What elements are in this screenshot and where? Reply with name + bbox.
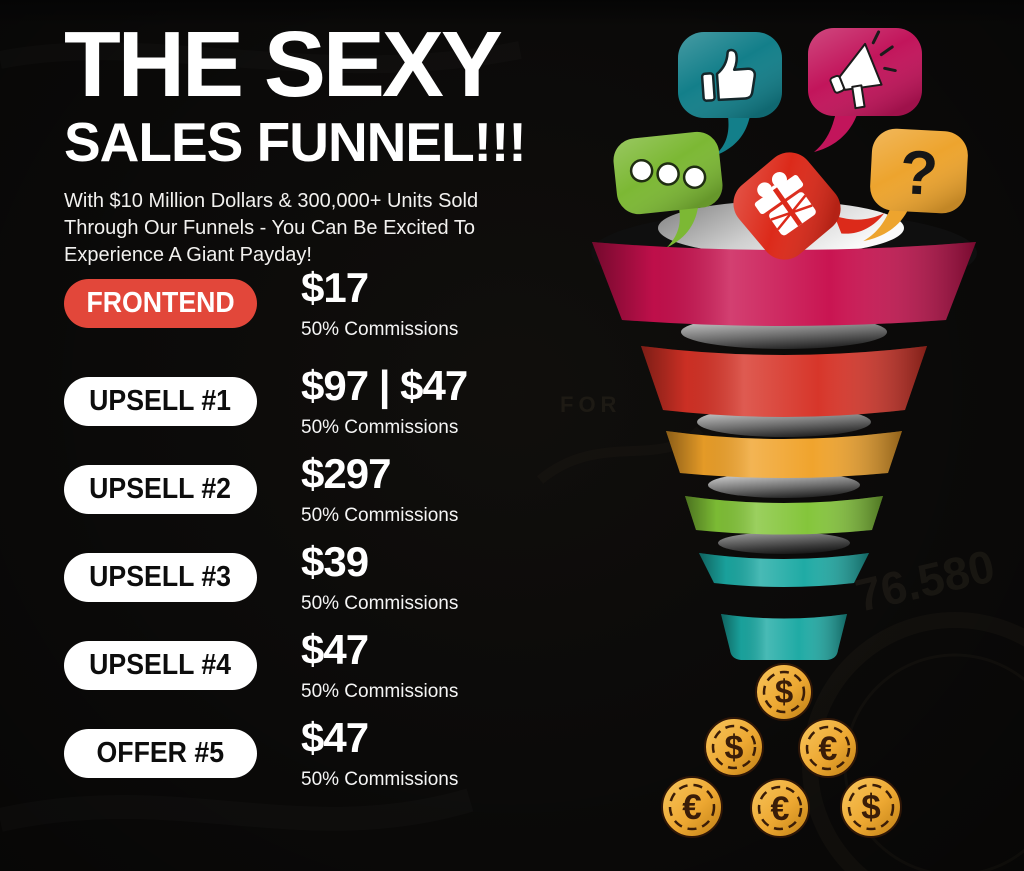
subtitle-line1: With $10 Million Dollars & 300,000+ Unit… [64,190,479,212]
offer-pill-label: FRONTEND [86,287,235,319]
coin: € [661,776,723,838]
offer-price-block: $47 50% Commissions [301,717,458,791]
bubble-question: ? [863,128,968,242]
funnel-gap-4 [718,532,850,554]
coin: € [750,778,810,838]
coin: $ [704,717,764,777]
offer-pill: OFFER #5 [64,729,257,778]
funnel-gap-3 [708,472,860,498]
page-title-line1: THE SEXY [64,12,503,116]
page-title-line2: SALES FUNNEL!!! [64,111,527,173]
offer-price: $47 [301,714,369,761]
offer-pill-label: OFFER #5 [96,737,225,769]
coin: € [798,718,858,778]
svg-text:$: $ [861,788,880,827]
offer-pill-label: UPSELL #1 [89,385,232,417]
bubble-thumbs-up [678,32,782,156]
offer-price-block: $17 50% Commissions [301,267,458,341]
svg-text:€: € [771,790,790,828]
funnel-svg: ? $ $ € € [591,28,977,838]
svg-text:€: € [682,788,701,827]
offer-price-block: $97 | $47 50% Commissions [301,362,468,439]
offer-price: $47 [301,626,369,673]
offer-pill: UPSELL #3 [64,553,257,602]
subtitle-line3: Experience A Giant Payday! [64,244,312,266]
offer-row: FRONTEND $17 50% Commissions [64,267,467,340]
offer-price: $39 [301,538,369,585]
offer-price-block: $39 50% Commissions [301,541,458,615]
bubble-gift [733,152,885,260]
svg-text:€: € [819,730,838,768]
offer-pill: UPSELL #4 [64,641,257,690]
offer-row: UPSELL #4 $47 50% Commissions [64,629,467,702]
offer-price-block: $297 50% Commissions [301,453,458,527]
svg-text:$: $ [725,729,744,767]
sales-funnel-illustration: ? $ $ € € [575,10,1024,865]
offer-commission: 50% Commissions [301,681,459,702]
offer-row: UPSELL #3 $39 50% Commissions [64,541,467,614]
offer-pill-label: UPSELL #3 [89,561,232,593]
offer-price: $297 [301,450,391,497]
offer-pill-label: UPSELL #4 [89,649,232,681]
offer-commission: 50% Commissions [301,417,459,438]
offer-price-block: $47 50% Commissions [301,629,458,703]
funnel-layer-2 [641,346,927,417]
offer-price: $17 [301,264,369,311]
coin: $ [755,663,813,721]
offer-row: UPSELL #2 $297 50% Commissions [64,453,467,526]
svg-text:$: $ [775,673,793,710]
ellipsis-icon [629,158,707,189]
thumbs-up-icon [700,48,757,102]
offers-list: FRONTEND $17 50% Commissions UPSELL #1 $… [64,267,468,790]
offer-commission: 50% Commissions [301,505,459,526]
bubble-megaphone [808,28,922,152]
coins: $ $ € € € [661,663,902,838]
gift-icon [754,172,816,236]
subtitle: With $10 Million Dollars & 300,000+ Unit… [64,188,526,269]
offer-row: OFFER #5 $47 50% Commissions [64,717,467,790]
bubble-ellipsis [613,131,723,248]
funnel-layer-4 [685,496,883,535]
funnel-layer-3 [666,431,902,478]
subtitle-line2: Through Our Funnels - You Can Be Excited… [64,217,475,239]
funnel-layer-5 [699,553,869,587]
offer-pill-label: UPSELL #2 [89,473,232,505]
offer-price: $97 | $47 [301,362,468,409]
offer-row: UPSELL #1 $97 | $47 50% Commissions [64,365,468,438]
header: THE SEXY SALES FUNNEL!!! With $10 Millio… [64,12,527,269]
offer-pill: FRONTEND [64,279,257,328]
coin: $ [840,776,902,838]
offer-commission: 50% Commissions [301,769,459,790]
offer-pill: UPSELL #1 [64,377,257,426]
offer-pill: UPSELL #2 [64,465,257,514]
offer-commission: 50% Commissions [301,319,459,340]
question-mark-icon: ? [898,138,939,209]
offer-commission: 50% Commissions [301,593,459,614]
megaphone-icon [829,30,897,110]
funnel-spout [721,614,847,660]
funnel-layer-1 [592,242,976,326]
